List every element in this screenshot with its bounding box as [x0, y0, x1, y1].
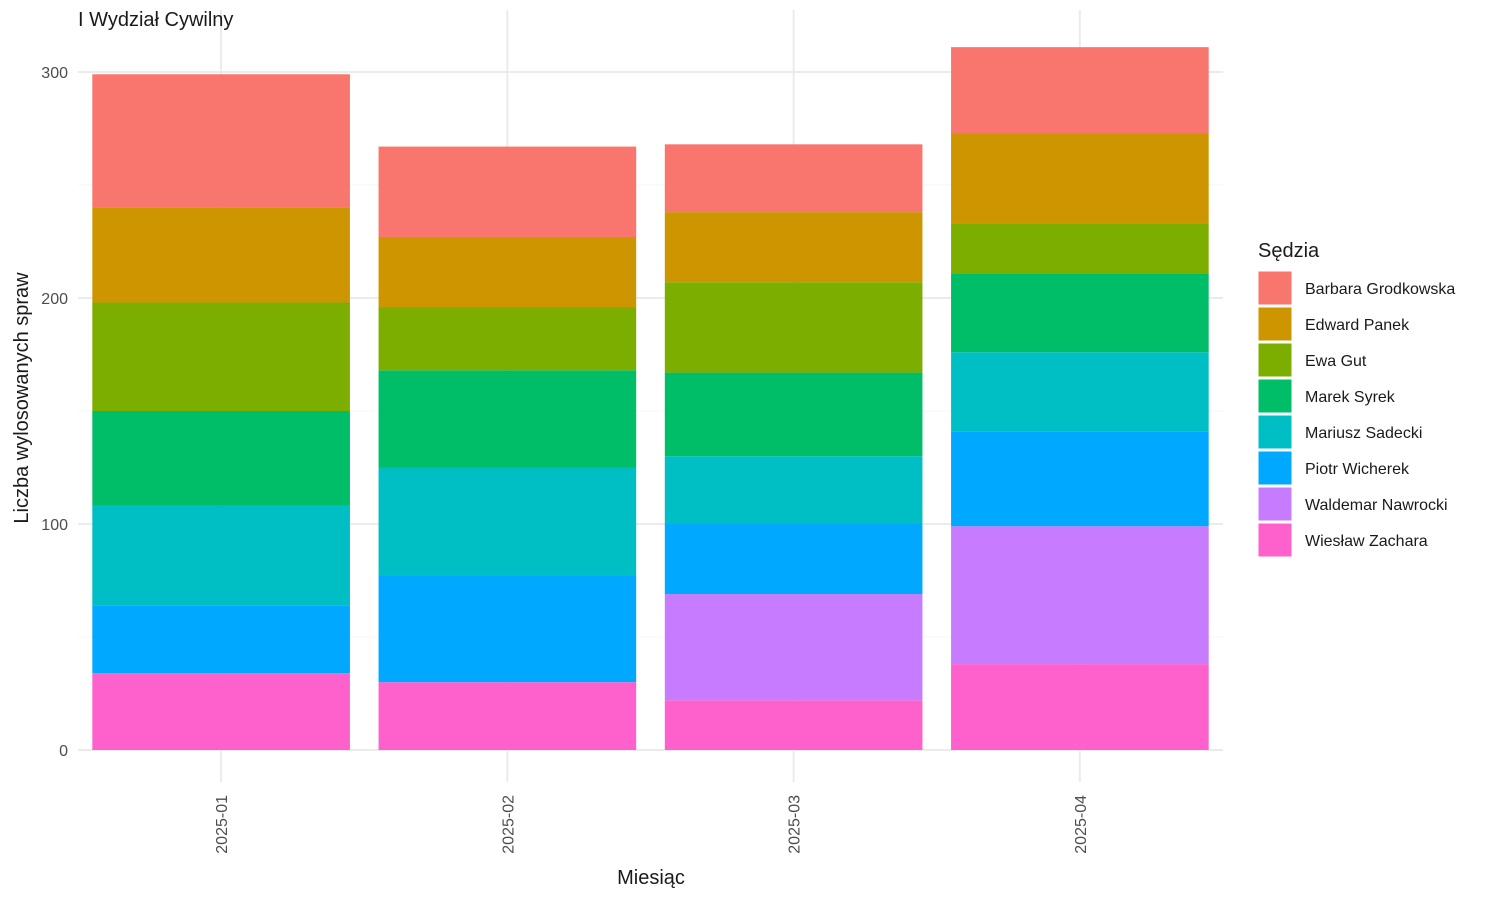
bar-segment: [664, 594, 923, 701]
x-tick-label: 2025-01: [214, 795, 231, 854]
legend-title: Sędzia: [1258, 240, 1320, 262]
bar-segment: [951, 526, 1209, 665]
bar-segment: [92, 302, 350, 411]
legend-label: Edward Panek: [1305, 317, 1410, 334]
legend-label: Barbara Grodkowska: [1305, 281, 1455, 298]
x-tick-label: 2025-03: [787, 795, 804, 854]
bar-segment: [951, 47, 1209, 134]
y-tick-label: 200: [41, 291, 68, 308]
bar-segment: [664, 524, 923, 595]
bar-segment: [378, 370, 637, 468]
bar-segment: [92, 505, 350, 606]
legend-swatch: [1257, 306, 1293, 342]
x-axis-title: Miesiąc: [617, 867, 685, 889]
bar-segment: [664, 372, 923, 457]
y-tick-label: 0: [59, 743, 68, 760]
x-tick-label: 2025-02: [500, 795, 517, 854]
legend-label: Mariusz Sadecki: [1305, 425, 1422, 442]
legend-label: Ewa Gut: [1305, 353, 1367, 370]
legend-label: Wiesław Zachara: [1305, 533, 1428, 550]
bar-segment: [92, 207, 350, 303]
legend-swatch: [1257, 522, 1293, 558]
legend-swatch: [1257, 414, 1293, 450]
bar-segment: [378, 575, 637, 683]
legend-swatch: [1257, 486, 1293, 522]
bar-segment: [951, 431, 1209, 527]
legend-swatch: [1257, 342, 1293, 378]
y-axis-title: Liczba wylosowanych spraw: [11, 272, 33, 524]
bar-segment: [951, 273, 1209, 353]
y-tick-label: 100: [41, 517, 68, 534]
bar-segment: [378, 467, 637, 576]
legend-swatch: [1257, 378, 1293, 414]
bar-segment: [92, 411, 350, 506]
y-axis-ticks: 0 100 200 300: [41, 65, 68, 760]
bar-segment: [378, 146, 637, 237]
legend-swatch: [1257, 450, 1293, 486]
chart-title: I Wydział Cywilny: [78, 9, 233, 31]
legend-label: Marek Syrek: [1305, 389, 1396, 406]
x-axis-ticks: 2025-01 2025-02 2025-03 2025-04: [214, 795, 1090, 854]
bar-segment: [378, 307, 637, 371]
legend: Sędzia Barbara Grodkowska Edward Panek Ewa…: [1257, 240, 1455, 558]
bar-segment: [92, 673, 350, 750]
bar-segment: [664, 456, 923, 524]
bar-segment: [92, 74, 350, 208]
y-tick-label: 300: [41, 65, 68, 82]
bar-segment: [951, 352, 1209, 432]
bar-segment: [664, 282, 923, 373]
bar-segment: [951, 223, 1209, 274]
bar-segment: [664, 212, 923, 283]
x-tick-label: 2025-04: [1073, 795, 1090, 854]
bar-segment: [951, 133, 1209, 224]
bars: [92, 47, 1209, 750]
bar-segment: [378, 682, 637, 750]
legend-label: Waldemar Nawrocki: [1305, 497, 1448, 514]
bar-segment: [378, 236, 637, 308]
legend-swatch: [1257, 270, 1293, 306]
bar-segment: [951, 664, 1209, 750]
legend-label: Piotr Wicherek: [1305, 461, 1410, 478]
bar-segment: [664, 144, 923, 213]
bar-segment: [92, 605, 350, 674]
bar-segment: [664, 700, 923, 750]
